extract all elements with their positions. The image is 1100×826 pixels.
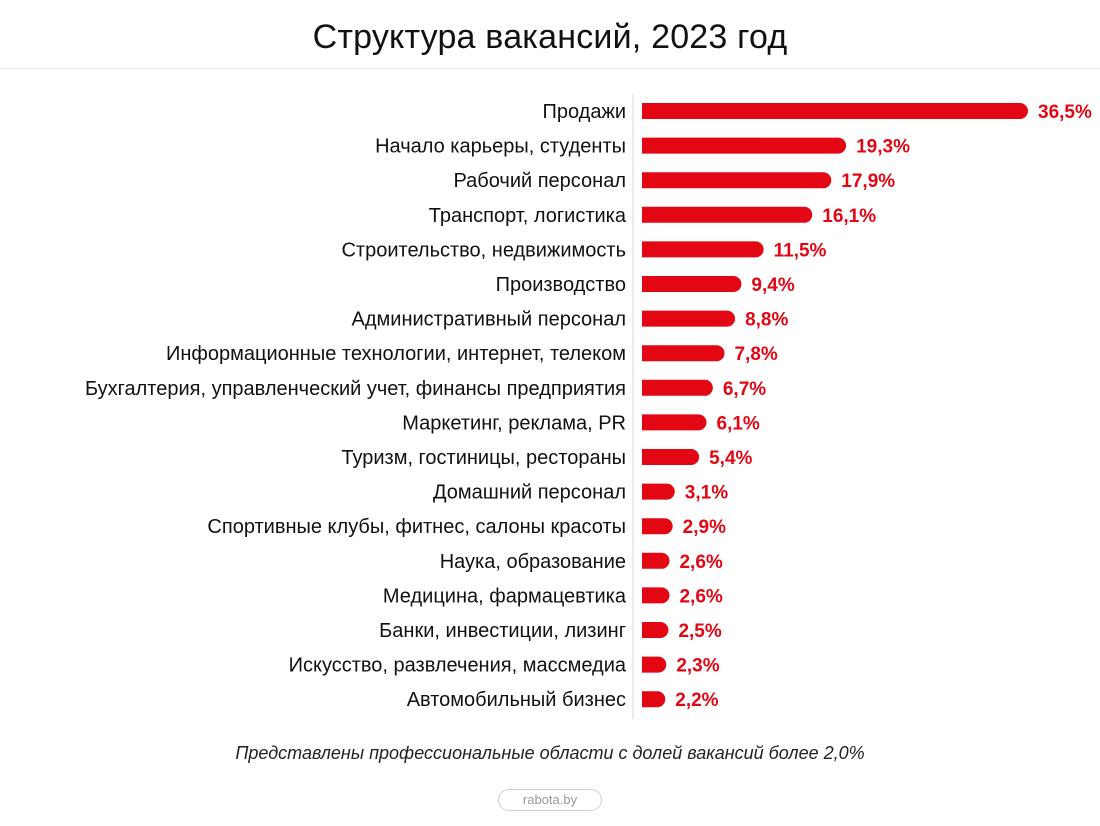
bar xyxy=(642,137,847,154)
category-label: Туризм, гостиницы, рестораны xyxy=(341,447,626,469)
value-label: 2,9% xyxy=(683,517,726,538)
bar xyxy=(642,206,813,223)
source-badge: rabota.by xyxy=(498,789,602,811)
page-title: Структура вакансий, 2023 год xyxy=(312,18,788,56)
value-label: 2,6% xyxy=(679,552,722,573)
category-label: Домашний персонал xyxy=(433,482,626,504)
value-label: 2,2% xyxy=(675,690,718,711)
category-label: Наука, образование xyxy=(440,551,626,573)
title-divider xyxy=(0,68,1100,69)
category-label: Рабочий персонал xyxy=(453,170,626,192)
value-label: 8,8% xyxy=(745,310,788,331)
category-label: Начало карьеры, студенты xyxy=(375,136,626,158)
value-label: 2,5% xyxy=(678,621,721,642)
bar xyxy=(642,276,742,292)
value-label: 6,7% xyxy=(723,379,766,400)
bar xyxy=(642,518,673,535)
bar xyxy=(642,414,707,431)
bar xyxy=(642,552,670,569)
value-label: 2,3% xyxy=(676,656,719,677)
category-label: Маркетинг, реклама, PR xyxy=(402,412,626,434)
category-label: Медицина, фармацевтика xyxy=(383,585,627,607)
value-label: 5,4% xyxy=(709,448,752,469)
bars-layer: Продажи 36,5% Начало карьеры, студенты 19,3… xyxy=(85,101,1092,711)
category-label: Строительство, недвижимость xyxy=(341,239,626,261)
value-label: 16,1% xyxy=(822,206,876,227)
value-label: 19,3% xyxy=(856,137,910,158)
footnote: Представлены профессиональные области с … xyxy=(235,743,865,763)
value-label: 36,5% xyxy=(1038,102,1092,123)
category-label: Бухгалтерия, управленческий учет, финанс… xyxy=(85,378,626,400)
bar xyxy=(642,483,675,500)
bar xyxy=(642,379,713,396)
value-label: 11,5% xyxy=(774,240,827,261)
value-label: 2,6% xyxy=(679,586,722,607)
value-label: 7,8% xyxy=(734,344,777,365)
bar xyxy=(642,691,666,708)
bar xyxy=(642,241,764,258)
value-label: 9,4% xyxy=(751,275,794,296)
category-label: Информационные технологии, интернет, тел… xyxy=(166,343,626,365)
bar xyxy=(642,345,725,362)
bar xyxy=(642,310,736,327)
category-label: Транспорт, логистика xyxy=(429,205,627,227)
bar xyxy=(642,587,670,604)
bar xyxy=(642,622,669,638)
category-label: Продажи xyxy=(542,101,626,123)
category-label: Административный персонал xyxy=(352,309,626,331)
category-label: Автомобильный бизнес xyxy=(407,689,626,711)
category-label: Искусство, развлечения, массмедиа xyxy=(289,655,627,677)
category-label: Производство xyxy=(496,274,626,296)
category-label: Спортивные клубы, фитнес, салоны красоты xyxy=(207,516,626,538)
value-label: 3,1% xyxy=(685,483,728,504)
category-label: Банки, инвестиции, лизинг xyxy=(379,620,626,642)
value-label: 17,9% xyxy=(841,171,895,192)
bar xyxy=(642,172,832,189)
bar xyxy=(642,449,700,465)
bar xyxy=(642,103,1028,119)
value-label: 6,1% xyxy=(717,413,760,434)
bar xyxy=(642,656,667,673)
